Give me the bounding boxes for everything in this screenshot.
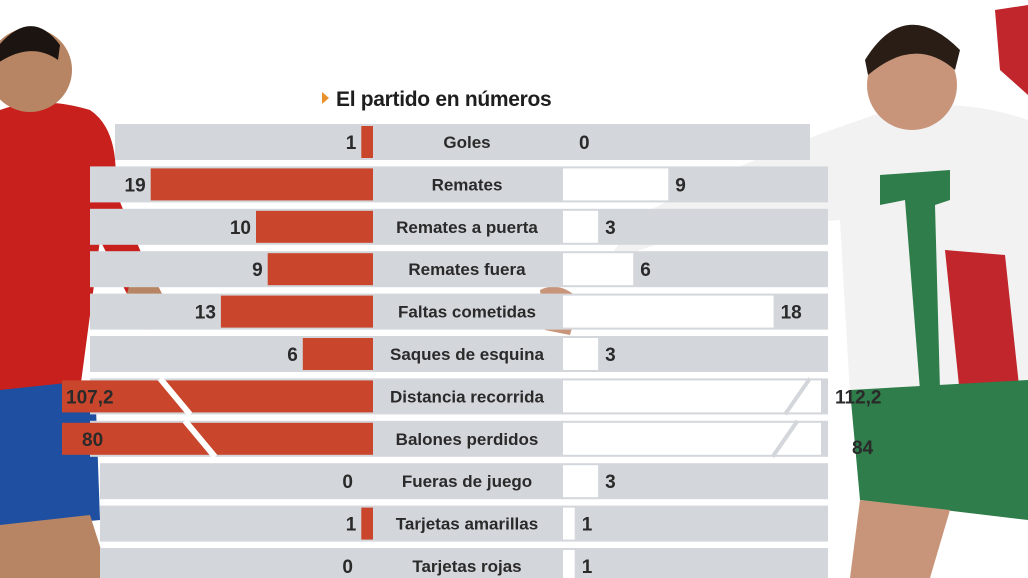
right-bar bbox=[563, 422, 821, 455]
left-bar bbox=[62, 422, 373, 455]
left-value: 9 bbox=[252, 260, 263, 281]
scale-break-mark-left bbox=[182, 418, 218, 459]
row-band bbox=[100, 548, 828, 578]
right-value: 3 bbox=[605, 472, 616, 493]
left-value: 13 bbox=[195, 303, 216, 324]
right-value: 84 bbox=[852, 438, 874, 459]
category-label: Saques de esquina bbox=[390, 345, 545, 364]
category-label: Remates fuera bbox=[408, 260, 526, 279]
right-value: 3 bbox=[605, 218, 616, 239]
right-bar bbox=[563, 295, 774, 328]
right-bar bbox=[563, 465, 599, 498]
right-bar bbox=[563, 380, 821, 413]
left-value: 107,2 bbox=[66, 387, 114, 408]
category-label: Tarjetas rojas bbox=[412, 557, 521, 576]
portugal-player-image bbox=[540, 5, 1028, 578]
row-band bbox=[100, 463, 828, 500]
category-label: Remates bbox=[432, 175, 503, 194]
left-bar bbox=[256, 210, 373, 243]
row-band bbox=[90, 336, 828, 372]
row-band bbox=[115, 124, 810, 160]
right-value: 18 bbox=[781, 303, 802, 324]
chart-title: El partido en números bbox=[322, 88, 552, 112]
left-value: 0 bbox=[342, 472, 353, 493]
right-value: 9 bbox=[675, 175, 686, 196]
left-value: 10 bbox=[230, 218, 251, 239]
left-value: 1 bbox=[346, 515, 357, 536]
category-label: Fueras de juego bbox=[402, 472, 532, 491]
left-bar bbox=[220, 295, 373, 328]
left-value: 1 bbox=[346, 133, 357, 154]
right-bar bbox=[563, 338, 599, 370]
right-bar bbox=[563, 210, 599, 243]
left-bar bbox=[361, 507, 373, 540]
right-bar bbox=[563, 507, 575, 540]
right-value: 6 bbox=[640, 260, 651, 281]
category-label: Goles bbox=[443, 133, 490, 152]
left-bar bbox=[302, 338, 373, 370]
right-value: 0 bbox=[579, 133, 590, 154]
row-band bbox=[90, 208, 828, 245]
right-value: 1 bbox=[582, 557, 593, 578]
category-label: Distancia recorrida bbox=[390, 387, 545, 406]
right-value: 3 bbox=[605, 345, 616, 366]
right-value: 1 bbox=[582, 515, 593, 536]
scale-break-mark-left bbox=[157, 376, 193, 417]
scale-break-mark-right bbox=[783, 377, 812, 416]
title-arrow-icon bbox=[322, 92, 329, 104]
left-value: 80 bbox=[82, 430, 103, 451]
category-label: Faltas cometidas bbox=[398, 303, 536, 322]
row-band bbox=[100, 505, 828, 542]
category-label: Balones perdidos bbox=[396, 430, 539, 449]
left-bar bbox=[62, 380, 373, 413]
right-bar bbox=[563, 550, 575, 578]
scale-break-mark-right bbox=[770, 419, 800, 458]
chart-title-text: El partido en números bbox=[336, 88, 552, 111]
category-label: Tarjetas amarillas bbox=[396, 515, 538, 534]
left-bar bbox=[267, 253, 373, 286]
right-value: 112,2 bbox=[835, 387, 882, 408]
left-value: 19 bbox=[125, 175, 146, 196]
left-value: 0 bbox=[342, 557, 353, 578]
category-label: Remates a puerta bbox=[396, 218, 538, 237]
right-bar bbox=[563, 168, 669, 201]
row-band bbox=[90, 251, 828, 288]
left-bar bbox=[361, 126, 373, 158]
right-bar bbox=[563, 253, 634, 286]
spain-player-image bbox=[0, 26, 165, 578]
left-bar bbox=[150, 168, 373, 201]
left-value: 6 bbox=[287, 345, 298, 366]
